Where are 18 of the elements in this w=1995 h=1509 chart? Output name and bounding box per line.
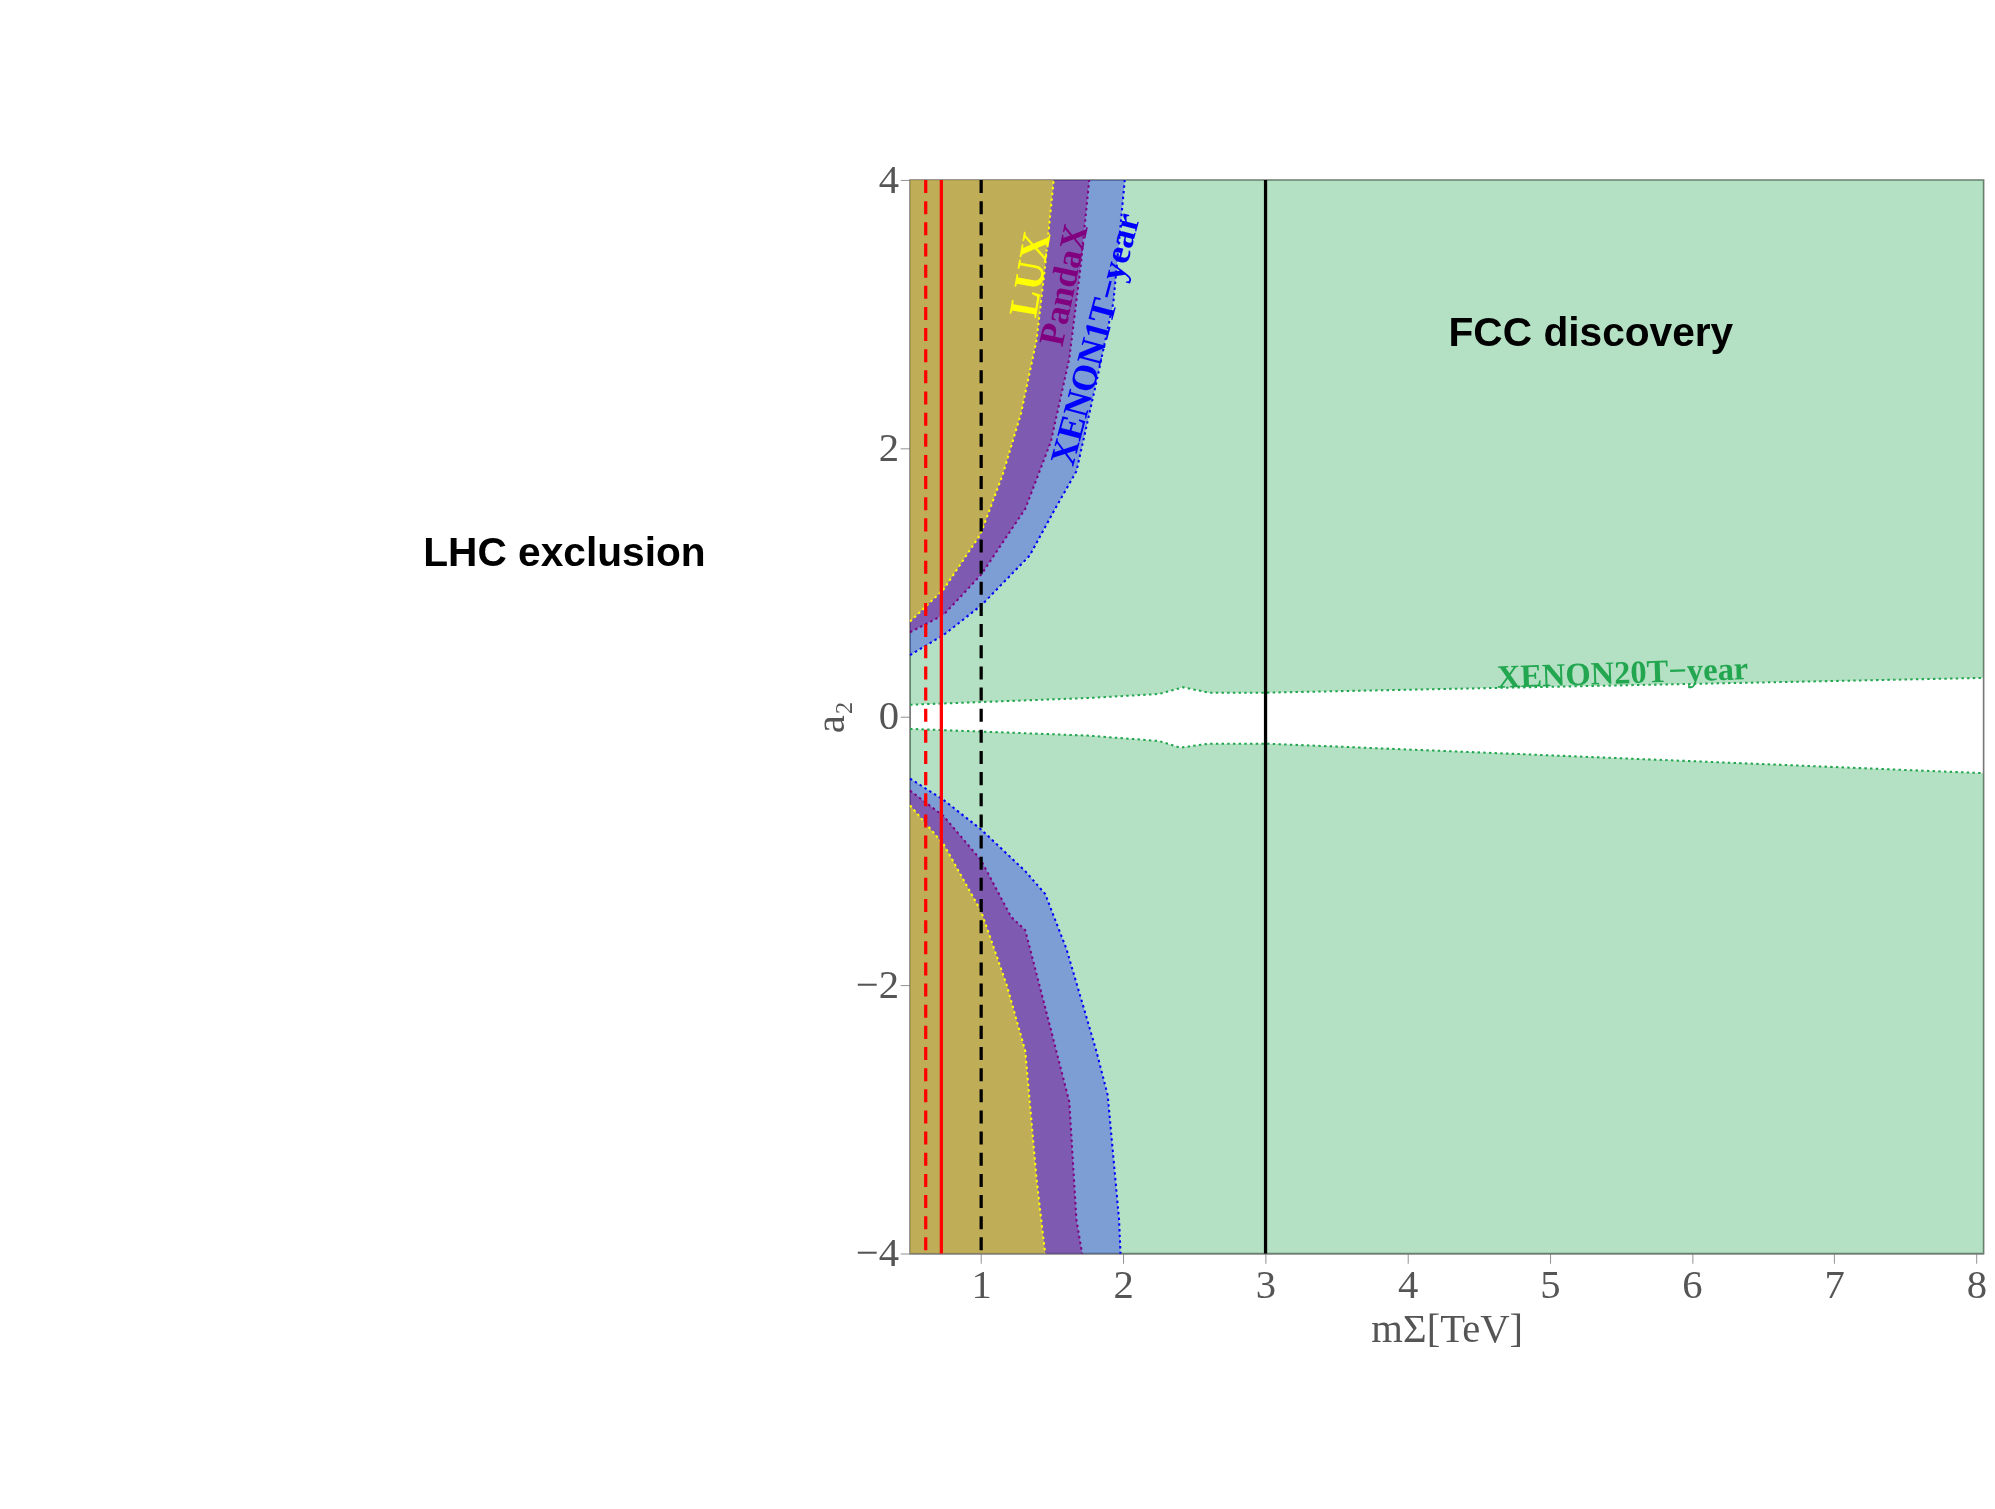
x-tick-label: 4 <box>1397 1261 1419 1307</box>
x-axis-title: mΣ[TeV] <box>1371 1305 1524 1351</box>
y-tick-label: 0 <box>878 693 900 739</box>
y-tick-label: 4 <box>878 156 900 202</box>
y-axis-title: a₂ <box>808 701 854 734</box>
series-label: XENON20T−year <box>1496 650 1749 695</box>
y-tick-label: 2 <box>878 425 900 471</box>
y-tick-label: −2 <box>855 961 900 1007</box>
x-tick-label: 3 <box>1255 1261 1277 1307</box>
text: LHC exclusion <box>423 529 706 576</box>
ref-line-label: FCC discovery <box>1448 308 1734 355</box>
x-tick-label: 6 <box>1682 1261 1703 1307</box>
x-tick-label: 7 <box>1824 1261 1845 1307</box>
x-tick-label: 1 <box>971 1261 992 1307</box>
y-tick-label: −4 <box>855 1230 900 1276</box>
x-tick-label: 2 <box>1113 1261 1134 1307</box>
x-tick-label: 5 <box>1540 1261 1561 1307</box>
x-tick-label: 8 <box>1966 1261 1988 1307</box>
